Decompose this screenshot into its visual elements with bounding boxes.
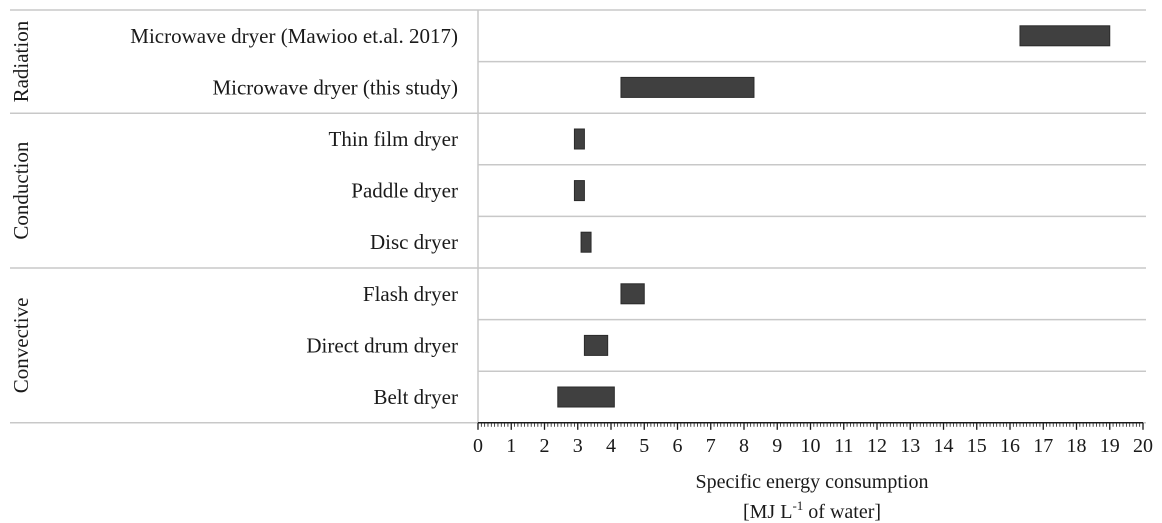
x-tick-label: 11 — [834, 435, 853, 457]
category-label: Paddle dryer — [351, 179, 458, 203]
x-axis-unit: [MJ L-1 of water] — [743, 498, 881, 523]
x-axis-title: Specific energy consumption — [696, 471, 929, 493]
group-label: Radiation — [9, 20, 33, 102]
category-label: Thin film dryer — [329, 127, 458, 151]
range-bar — [1019, 25, 1111, 47]
x-tick-label: 0 — [473, 435, 483, 457]
x-tick-label: 19 — [1100, 435, 1120, 457]
range-bar — [573, 180, 585, 202]
category-labels: Microwave dryer (Mawioo et.al. 2017) Micr… — [130, 24, 458, 409]
range-bar — [583, 334, 609, 356]
category-label: Flash dryer — [363, 282, 458, 306]
category-label: Microwave dryer (Mawioo et.al. 2017) — [130, 24, 458, 48]
group-label: Convective — [9, 298, 33, 394]
x-axis: 0 1 2 3 4 5 6 7 8 9 10 11 12 13 14 15 16 17 18 19 20 — [473, 422, 1153, 457]
range-bar — [580, 231, 592, 253]
grid-lines — [10, 9, 1146, 424]
x-tick-label: 20 — [1133, 435, 1153, 457]
x-axis-unit-before: [MJ L — [743, 501, 792, 523]
x-axis-unit-after: of water] — [803, 501, 881, 523]
x-tick-label: 17 — [1033, 435, 1053, 457]
category-label: Belt dryer — [373, 385, 458, 409]
x-tick-label: 6 — [673, 435, 683, 457]
x-tick-label: 1 — [506, 435, 516, 457]
range-bar — [620, 76, 755, 98]
x-tick-label: 14 — [934, 435, 954, 457]
x-axis-unit-superscript: -1 — [792, 498, 803, 513]
x-tick-label: 12 — [867, 435, 887, 457]
x-tick-label: 4 — [606, 435, 616, 457]
category-label: Disc dryer — [370, 230, 458, 254]
group-label: Conduction — [9, 141, 33, 239]
bars — [557, 25, 1111, 408]
x-tick-label: 3 — [573, 435, 583, 457]
x-tick-label: 2 — [540, 435, 550, 457]
x-tick-label: 15 — [967, 435, 987, 457]
x-tick-label: 18 — [1067, 435, 1087, 457]
category-label: Microwave dryer (this study) — [212, 75, 458, 99]
x-tick-label: 9 — [772, 435, 782, 457]
x-tick-label: 13 — [900, 435, 920, 457]
range-bar — [620, 283, 645, 305]
range-bar — [557, 386, 615, 408]
x-tick-label: 8 — [739, 435, 749, 457]
x-tick-label: 16 — [1000, 435, 1020, 457]
category-label: Direct drum dryer — [306, 333, 458, 357]
group-labels: Radiation Conduction Convective — [9, 20, 33, 393]
range-bar — [573, 128, 585, 150]
x-tick-label: 10 — [801, 435, 821, 457]
x-tick-label: 5 — [639, 435, 649, 457]
x-tick-label: 7 — [706, 435, 716, 457]
